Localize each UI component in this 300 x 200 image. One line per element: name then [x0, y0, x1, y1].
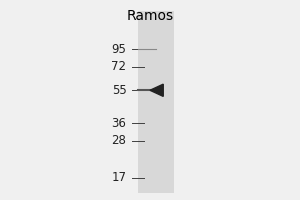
Bar [138, 11, 174, 193]
Text: 72: 72 [111, 60, 126, 73]
Text: 95: 95 [112, 43, 126, 56]
Text: Ramos: Ramos [126, 9, 174, 23]
Polygon shape [150, 84, 163, 96]
Text: 17: 17 [111, 171, 126, 184]
Text: 36: 36 [112, 117, 126, 130]
Text: 28: 28 [112, 134, 126, 147]
Text: 55: 55 [112, 84, 126, 97]
